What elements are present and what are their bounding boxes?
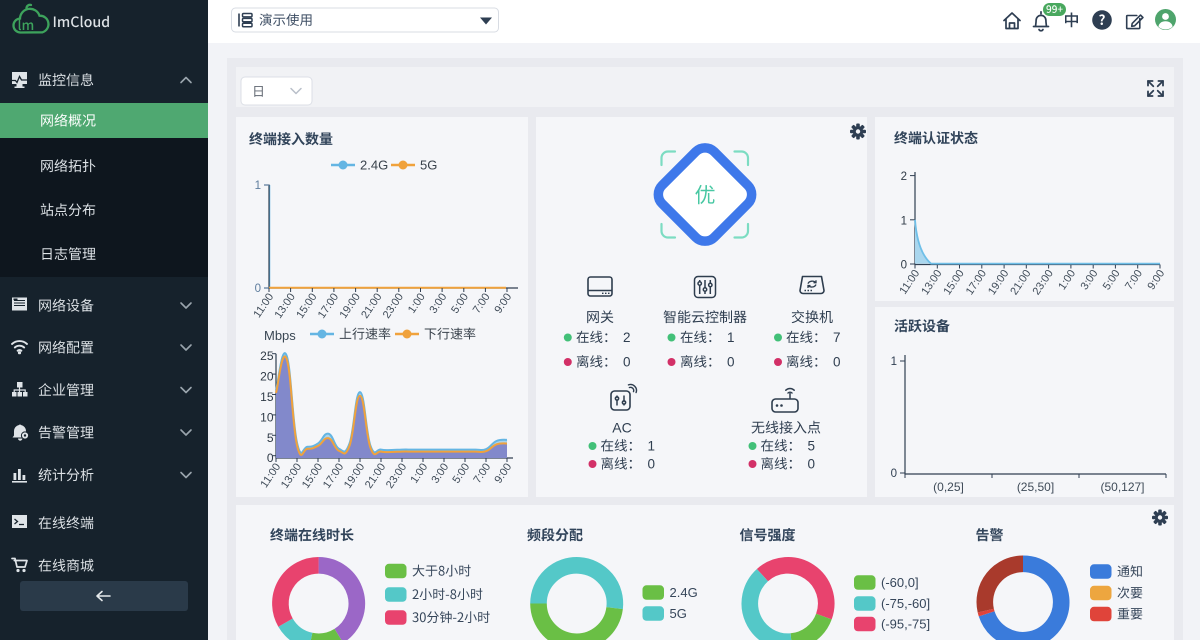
svg-text:1: 1 bbox=[255, 180, 261, 192]
svg-text:5: 5 bbox=[808, 439, 816, 454]
svg-text:0: 0 bbox=[623, 355, 631, 370]
svg-text:25: 25 bbox=[260, 349, 274, 363]
svg-text:0: 0 bbox=[833, 355, 841, 370]
svg-text:AC: AC bbox=[612, 420, 631, 436]
svg-text:Mbps: Mbps bbox=[264, 328, 296, 343]
svg-text:(-60,0]: (-60,0] bbox=[881, 575, 919, 590]
svg-text:0: 0 bbox=[901, 260, 907, 272]
svg-text:(50,127]: (50,127] bbox=[1100, 480, 1144, 494]
svg-text:0: 0 bbox=[891, 468, 897, 480]
svg-text:15: 15 bbox=[260, 390, 274, 404]
svg-text:5: 5 bbox=[267, 431, 274, 445]
svg-text:0: 0 bbox=[808, 457, 816, 472]
svg-text:7: 7 bbox=[833, 330, 841, 345]
svg-text:2.4G: 2.4G bbox=[360, 158, 388, 173]
svg-text:(0,25]: (0,25] bbox=[933, 480, 964, 494]
svg-text:(25,50]: (25,50] bbox=[1017, 480, 1054, 494]
svg-text:(-75,-60]: (-75,-60] bbox=[881, 596, 930, 611]
svg-text:10: 10 bbox=[260, 410, 274, 424]
svg-text:1: 1 bbox=[727, 330, 735, 345]
svg-text:2.4G: 2.4G bbox=[670, 585, 698, 600]
svg-text:5G: 5G bbox=[670, 606, 687, 621]
svg-text:(-95,-75]: (-95,-75] bbox=[881, 617, 930, 632]
svg-text:1: 1 bbox=[891, 356, 897, 368]
svg-text:0: 0 bbox=[727, 355, 735, 370]
svg-text:0: 0 bbox=[648, 457, 656, 472]
svg-text:20: 20 bbox=[260, 370, 274, 384]
svg-text:0: 0 bbox=[255, 283, 261, 295]
svg-text:0: 0 bbox=[267, 451, 274, 465]
svg-text:2: 2 bbox=[901, 171, 907, 183]
svg-text:5G: 5G bbox=[420, 158, 437, 173]
svg-text:1: 1 bbox=[648, 439, 656, 454]
svg-text:2: 2 bbox=[623, 330, 631, 345]
svg-text:1: 1 bbox=[901, 215, 907, 227]
